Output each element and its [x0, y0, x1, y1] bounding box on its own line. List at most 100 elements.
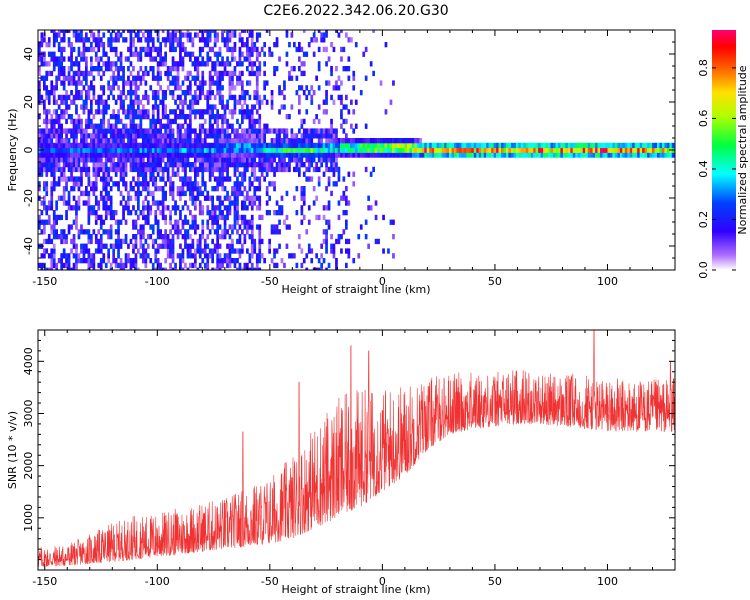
heatmap-cell — [107, 258, 110, 264]
heatmap-cell — [134, 262, 138, 269]
heatmap-cell — [139, 238, 143, 245]
heatmap-cell — [139, 118, 143, 125]
heatmap-cell — [134, 75, 138, 81]
heatmap-cell — [104, 99, 108, 105]
heatmap-cell — [104, 229, 108, 235]
heatmap-cell — [233, 30, 237, 33]
heatmap-cell — [134, 166, 138, 173]
heatmap-cell — [70, 142, 73, 149]
heatmap-cell — [85, 61, 88, 67]
heatmap-cell — [211, 166, 214, 173]
heatmap-cell — [164, 229, 167, 235]
heatmap-cell — [87, 171, 91, 177]
heatmap-cell — [258, 138, 262, 144]
heatmap-cell — [94, 152, 98, 158]
heatmap-cell — [134, 114, 138, 120]
heatmap-cell — [142, 186, 145, 192]
heatmap-cell — [513, 147, 517, 153]
heatmap-cell — [38, 224, 41, 230]
heatmap-cell — [122, 133, 125, 139]
heatmap-cell — [337, 152, 341, 158]
heatmap-cell — [639, 152, 643, 158]
heatmap-cell — [80, 32, 83, 38]
heatmap-cell — [352, 258, 356, 264]
heatmap-cell — [285, 147, 289, 153]
heatmap-cell — [60, 114, 63, 120]
heatmap-cell — [203, 162, 207, 168]
heatmap-cell — [72, 166, 76, 173]
heatmap-cell — [92, 142, 96, 149]
heatmap-cell — [305, 267, 309, 270]
heatmap-cell — [60, 61, 63, 67]
heatmap-cell — [302, 214, 306, 221]
heatmap-cell — [184, 176, 187, 182]
heatmap-cell — [278, 152, 281, 158]
heatmap-cell — [255, 176, 259, 182]
heatmap-cell — [67, 262, 71, 269]
heatmap-cell — [367, 152, 370, 158]
heatmap-cell — [72, 61, 76, 67]
heatmap-cell — [149, 205, 153, 211]
heatmap-cell — [595, 152, 598, 158]
heatmap-cell — [156, 128, 160, 134]
heatmap-cell — [191, 181, 195, 187]
heatmap-cell — [250, 253, 254, 259]
heatmap-cell — [350, 123, 353, 129]
heatmap-cell — [218, 128, 222, 134]
heatmap-cell — [273, 210, 276, 216]
heatmap-cell — [236, 162, 239, 168]
heatmap-cell — [137, 75, 140, 81]
heatmap-cell — [335, 262, 338, 269]
heatmap-cell — [109, 61, 113, 67]
heatmap-cell — [151, 75, 155, 81]
heatmap-cell — [166, 147, 170, 153]
heatmap-cell — [102, 162, 106, 168]
heatmap-cell — [317, 142, 321, 149]
heatmap-cell — [241, 267, 244, 270]
heatmap-cell — [176, 142, 180, 149]
heatmap-cell — [238, 186, 242, 192]
heatmap-cell — [38, 181, 41, 187]
heatmap-cell — [60, 214, 63, 221]
heatmap-cell — [444, 147, 447, 153]
heatmap-cell — [322, 142, 326, 149]
y-tick-label: 20 — [22, 95, 35, 109]
heatmap-cell — [62, 157, 66, 163]
heatmap-cell — [55, 200, 58, 206]
heatmap-cell — [265, 123, 269, 129]
heatmap-cell — [82, 109, 86, 115]
heatmap-cell — [241, 61, 244, 67]
heatmap-cell — [50, 248, 54, 254]
heatmap-cell — [562, 147, 566, 153]
heatmap-cell — [496, 147, 499, 153]
heatmap-cell — [255, 37, 259, 43]
heatmap-cell — [181, 61, 185, 67]
heatmap-cell — [211, 186, 214, 192]
heatmap-cell — [629, 152, 633, 158]
heatmap-cell — [186, 176, 190, 182]
heatmap-cell — [137, 30, 140, 33]
heatmap-cell — [203, 61, 207, 67]
heatmap-cell — [451, 142, 455, 149]
heatmap-cell — [298, 147, 301, 153]
heatmap-cell — [104, 200, 108, 206]
heatmap-cell — [161, 267, 165, 270]
heatmap-cell — [75, 142, 78, 149]
heatmap-cell — [446, 147, 450, 153]
heatmap-cell — [250, 142, 254, 149]
heatmap-cell — [176, 157, 180, 163]
heatmap-cell — [345, 248, 348, 254]
heatmap-cell — [392, 142, 395, 149]
heatmap-cell — [342, 190, 346, 197]
heatmap-cell — [493, 142, 497, 149]
heatmap-cell — [283, 147, 286, 153]
heatmap-cell — [132, 133, 135, 139]
heatmap-cell — [149, 147, 153, 153]
heatmap-cell — [181, 104, 185, 110]
heatmap-cell — [87, 94, 91, 101]
heatmap-cell — [52, 99, 56, 105]
heatmap-cell — [221, 114, 224, 120]
heatmap-cell — [75, 32, 78, 38]
heatmap-cell — [109, 210, 113, 216]
heatmap-cell — [67, 253, 71, 259]
